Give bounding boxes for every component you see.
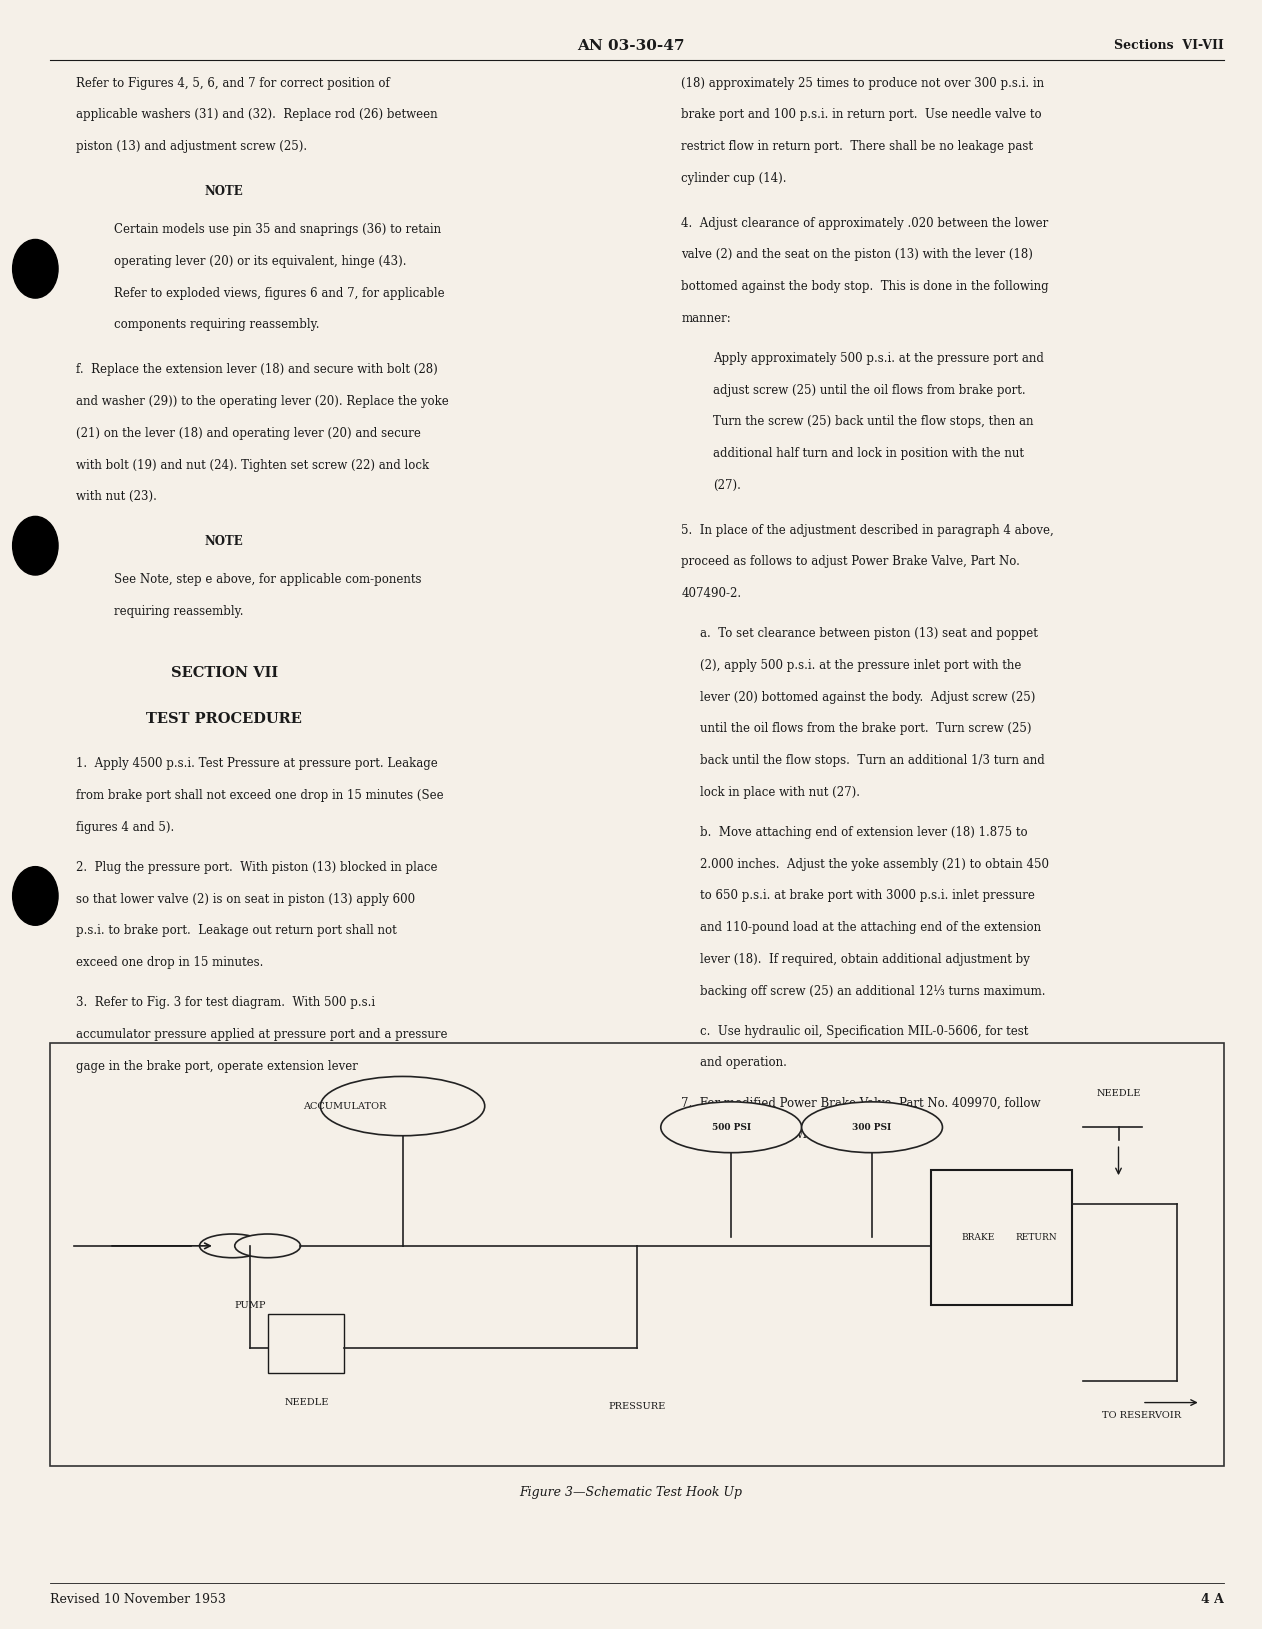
Text: 5.  In place of the adjustment described in paragraph 4 above,: 5. In place of the adjustment described … [681, 523, 1054, 536]
Text: additional half turn and lock in position with the nut: additional half turn and lock in positio… [713, 446, 1023, 459]
Text: piston (13) and adjustment screw (25).: piston (13) and adjustment screw (25). [76, 140, 307, 153]
Ellipse shape [321, 1077, 485, 1135]
Text: 300 PSI: 300 PSI [852, 1122, 892, 1132]
Text: accumulator pressure applied at pressure port and a pressure: accumulator pressure applied at pressure… [76, 1028, 447, 1041]
Text: backing off screw (25) an additional 12⅓ turns maximum.: backing off screw (25) an additional 12⅓… [700, 984, 1046, 997]
Text: so that lower valve (2) is on seat in piston (13) apply 600: so that lower valve (2) is on seat in pi… [76, 893, 415, 906]
Text: 2.  Plug the pressure port.  With piston (13) blocked in place: 2. Plug the pressure port. With piston (… [76, 860, 437, 873]
Text: to 650 p.s.i. at brake port with 3000 p.s.i. inlet pressure: to 650 p.s.i. at brake port with 3000 p.… [700, 889, 1035, 902]
Text: AN 03-30-47: AN 03-30-47 [577, 39, 685, 52]
FancyBboxPatch shape [50, 1043, 1224, 1466]
Text: 407490-2.: 407490-2. [681, 586, 742, 599]
Text: p.s.i. to brake port.  Leakage out return port shall not: p.s.i. to brake port. Leakage out return… [76, 924, 396, 937]
Text: from brake port shall not exceed one drop in 15 minutes (See: from brake port shall not exceed one dro… [76, 788, 443, 801]
Text: lever (18).  If required, obtain additional adjustment by: lever (18). If required, obtain addition… [700, 953, 1030, 966]
Text: and operation.: and operation. [700, 1056, 787, 1069]
Text: 3.  Refer to Fig. 3 for test diagram.  With 500 p.s.i: 3. Refer to Fig. 3 for test diagram. Wit… [76, 995, 375, 1008]
Text: bottomed against the body stop.  This is done in the following: bottomed against the body stop. This is … [681, 280, 1049, 293]
Ellipse shape [801, 1101, 943, 1153]
Text: 4 A: 4 A [1201, 1593, 1224, 1606]
Text: components requiring reassembly.: components requiring reassembly. [114, 318, 319, 331]
Text: valve (2) and the seat on the piston (13) with the lever (18): valve (2) and the seat on the piston (13… [681, 248, 1034, 261]
Text: with nut (23).: with nut (23). [76, 490, 156, 503]
Circle shape [13, 867, 58, 925]
Text: NEEDLE: NEEDLE [1097, 1088, 1141, 1098]
Text: lever (20) bottomed against the body.  Adjust screw (25): lever (20) bottomed against the body. Ad… [700, 691, 1036, 704]
Text: Apply approximately 500 p.s.i. at the pressure port and: Apply approximately 500 p.s.i. at the pr… [713, 352, 1044, 365]
Text: NEEDLE: NEEDLE [284, 1398, 328, 1407]
Text: Figure 3—Schematic Test Hook Up: Figure 3—Schematic Test Hook Up [520, 1486, 742, 1499]
Text: NOTE: NOTE [204, 534, 244, 547]
Text: TO RESERVOIR: TO RESERVOIR [1103, 1411, 1181, 1420]
Text: and 110-pound load at the attaching end of the extension: and 110-pound load at the attaching end … [700, 920, 1041, 933]
Text: 500 PSI: 500 PSI [712, 1122, 751, 1132]
Circle shape [13, 239, 58, 298]
Bar [931, 1170, 1071, 1305]
Text: exceed one drop in 15 minutes.: exceed one drop in 15 minutes. [76, 956, 262, 969]
Text: Refer to exploded views, figures 6 and 7, for applicable: Refer to exploded views, figures 6 and 7… [114, 287, 444, 300]
Bar [268, 1313, 343, 1373]
Text: proceed as follows to adjust Power Brake Valve, Part No.: proceed as follows to adjust Power Brake… [681, 555, 1021, 569]
Text: gage in the brake port, operate extension lever: gage in the brake port, operate extensio… [76, 1059, 357, 1072]
Text: a.  To set clearance between piston (13) seat and poppet: a. To set clearance between piston (13) … [700, 627, 1039, 640]
Ellipse shape [661, 1101, 801, 1153]
Text: brake port and 100 p.s.i. in return port.  Use needle valve to: brake port and 100 p.s.i. in return port… [681, 109, 1042, 121]
Text: PRESSURE: PRESSURE [608, 1403, 666, 1411]
Text: TEST PROCEDURE: TEST PROCEDURE [146, 712, 302, 727]
Text: back until the flow stops.  Turn an additional 1/3 turn and: back until the flow stops. Turn an addit… [700, 754, 1045, 767]
Text: f.  Replace the extension lever (18) and secure with bolt (28): f. Replace the extension lever (18) and … [76, 363, 438, 376]
Ellipse shape [199, 1235, 265, 1258]
Text: restrict flow in return port.  There shall be no leakage past: restrict flow in return port. There shal… [681, 140, 1034, 153]
Text: cylinder cup (14).: cylinder cup (14). [681, 171, 787, 184]
Text: manner:: manner: [681, 311, 731, 324]
Text: ACCUMULATOR: ACCUMULATOR [303, 1101, 386, 1111]
Text: PUMP: PUMP [235, 1300, 266, 1310]
Text: (18) approximately 25 times to produce not over 300 p.s.i. in: (18) approximately 25 times to produce n… [681, 77, 1045, 90]
Text: b.  Move attaching end of extension lever (18) 1.875 to: b. Move attaching end of extension lever… [700, 826, 1029, 839]
Text: SECTION VII: SECTION VII [170, 666, 278, 681]
Text: RETURN: RETURN [1016, 1233, 1058, 1241]
Text: 7.  For modified Power Brake Valve, Part No. 409970, follow: 7. For modified Power Brake Valve, Part … [681, 1096, 1041, 1109]
Text: Revised 10 November 1953: Revised 10 November 1953 [50, 1593, 226, 1606]
Text: Turn the screw (25) back until the flow stops, then an: Turn the screw (25) back until the flow … [713, 415, 1034, 428]
Text: 2.000 inches.  Adjust the yoke assembly (21) to obtain 450: 2.000 inches. Adjust the yoke assembly (… [700, 857, 1050, 870]
Text: (2), apply 500 p.s.i. at the pressure inlet port with the: (2), apply 500 p.s.i. at the pressure in… [700, 658, 1022, 671]
Text: BRAKE: BRAKE [960, 1233, 994, 1241]
Circle shape [13, 516, 58, 575]
Ellipse shape [235, 1235, 300, 1258]
Text: c.  Use hydraulic oil, Specification MIL-0-5606, for test: c. Use hydraulic oil, Specification MIL-… [700, 1025, 1029, 1038]
Text: test procedure shown in Table I.: test procedure shown in Table I. [681, 1127, 875, 1140]
Text: (27).: (27). [713, 479, 741, 492]
Text: until the oil flows from the brake port.  Turn screw (25): until the oil flows from the brake port.… [700, 722, 1032, 735]
Text: figures 4 and 5).: figures 4 and 5). [76, 821, 174, 834]
Text: 1.  Apply 4500 p.s.i. Test Pressure at pressure port. Leakage: 1. Apply 4500 p.s.i. Test Pressure at pr… [76, 757, 438, 771]
Text: Sections  VI-VII: Sections VI-VII [1114, 39, 1224, 52]
Text: with bolt (19) and nut (24). Tighten set screw (22) and lock: with bolt (19) and nut (24). Tighten set… [76, 458, 429, 471]
Text: lock in place with nut (27).: lock in place with nut (27). [700, 785, 861, 798]
Text: Certain models use pin 35 and snaprings (36) to retain: Certain models use pin 35 and snaprings … [114, 223, 440, 236]
Text: and washer (29)) to the operating lever (20). Replace the yoke: and washer (29)) to the operating lever … [76, 394, 448, 407]
Text: operating lever (20) or its equivalent, hinge (43).: operating lever (20) or its equivalent, … [114, 254, 406, 267]
Text: requiring reassembly.: requiring reassembly. [114, 604, 244, 617]
Text: 4.  Adjust clearance of approximately .020 between the lower: 4. Adjust clearance of approximately .02… [681, 217, 1049, 230]
Text: (21) on the lever (18) and operating lever (20) and secure: (21) on the lever (18) and operating lev… [76, 427, 420, 440]
Text: Refer to Figures 4, 5, 6, and 7 for correct position of: Refer to Figures 4, 5, 6, and 7 for corr… [76, 77, 390, 90]
Text: adjust screw (25) until the oil flows from brake port.: adjust screw (25) until the oil flows fr… [713, 383, 1026, 396]
Text: NOTE: NOTE [204, 186, 244, 197]
Text: applicable washers (31) and (32).  Replace rod (26) between: applicable washers (31) and (32). Replac… [76, 109, 438, 121]
Text: See Note, step e above, for applicable com-ponents: See Note, step e above, for applicable c… [114, 573, 422, 586]
